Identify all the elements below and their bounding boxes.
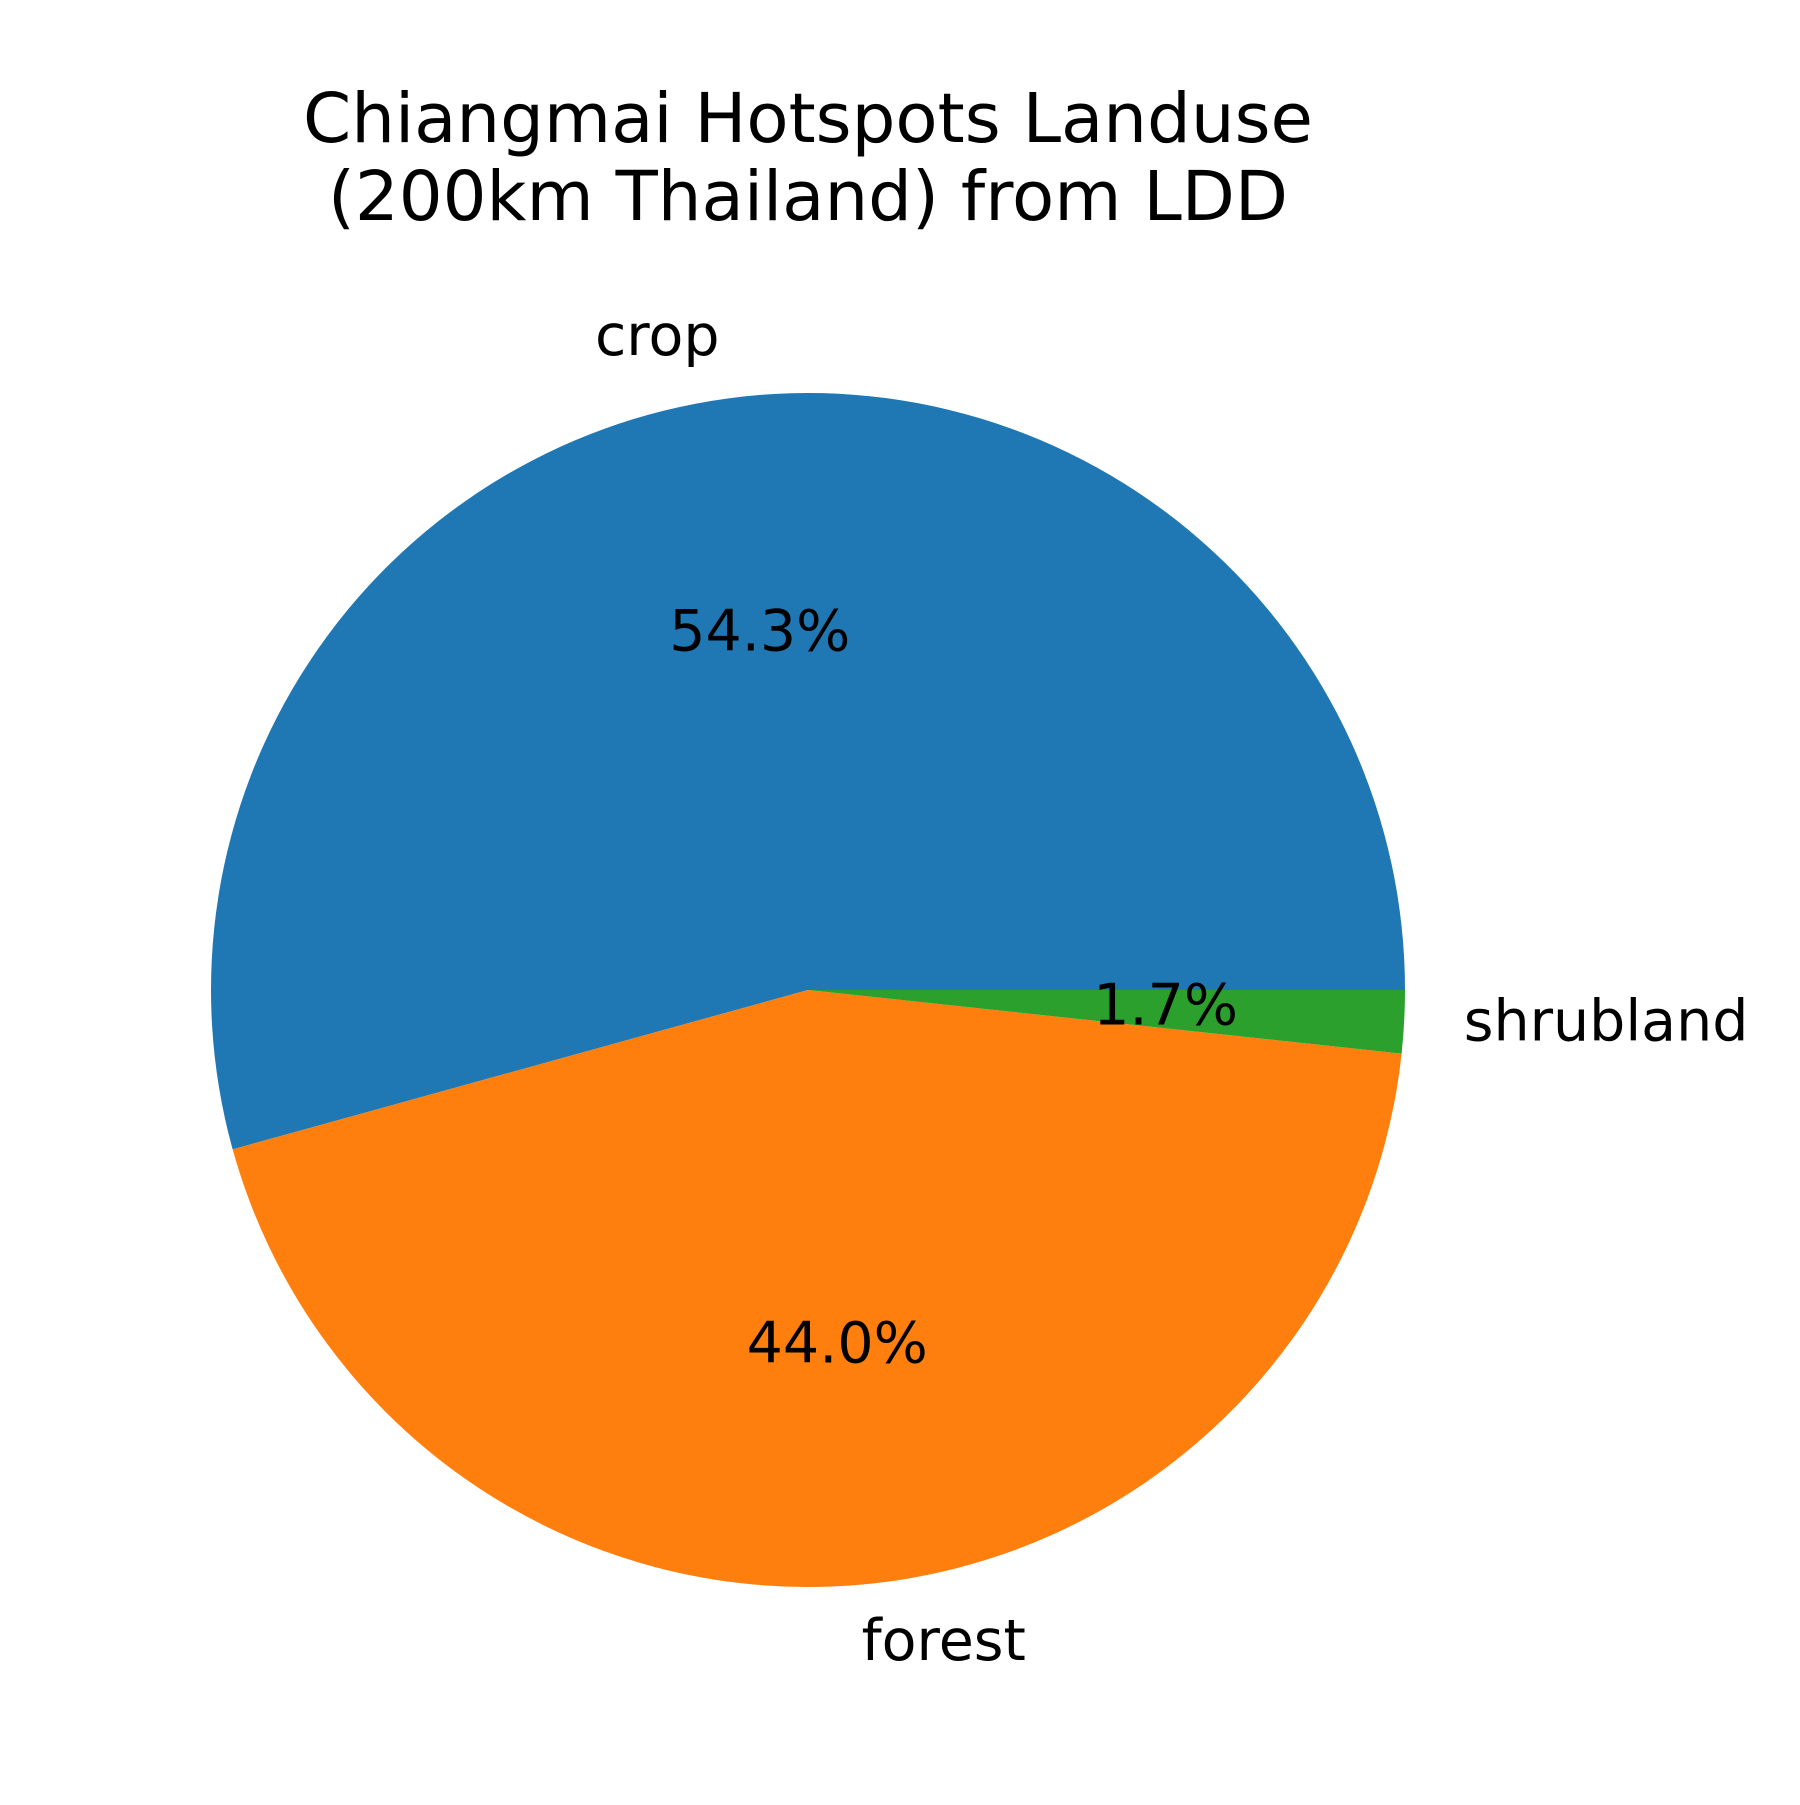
pie-slices [210, 392, 1405, 1587]
slice-label-crop: crop [595, 303, 720, 369]
pie-slice-forest [232, 990, 1402, 1587]
pct-label-forest: 44.0% [747, 1311, 928, 1377]
pct-label-shrubland: 1.7% [1093, 973, 1238, 1039]
chart-title-line-2: (200km Thailand) from LDD [328, 157, 1288, 237]
pie-slice-crop [210, 392, 1405, 1150]
pct-label-crop: 54.3% [669, 599, 850, 665]
pie-slice-shrubland [808, 990, 1405, 1054]
pie-labels: crop 54.3% forest 44.0% shrubland 1.7% [595, 303, 1748, 1674]
slice-label-shrubland: shrubland [1464, 989, 1749, 1055]
chart-title-line-1: Chiangmai Hotspots Landuse [303, 79, 1313, 159]
slice-label-forest: forest [862, 1608, 1026, 1674]
